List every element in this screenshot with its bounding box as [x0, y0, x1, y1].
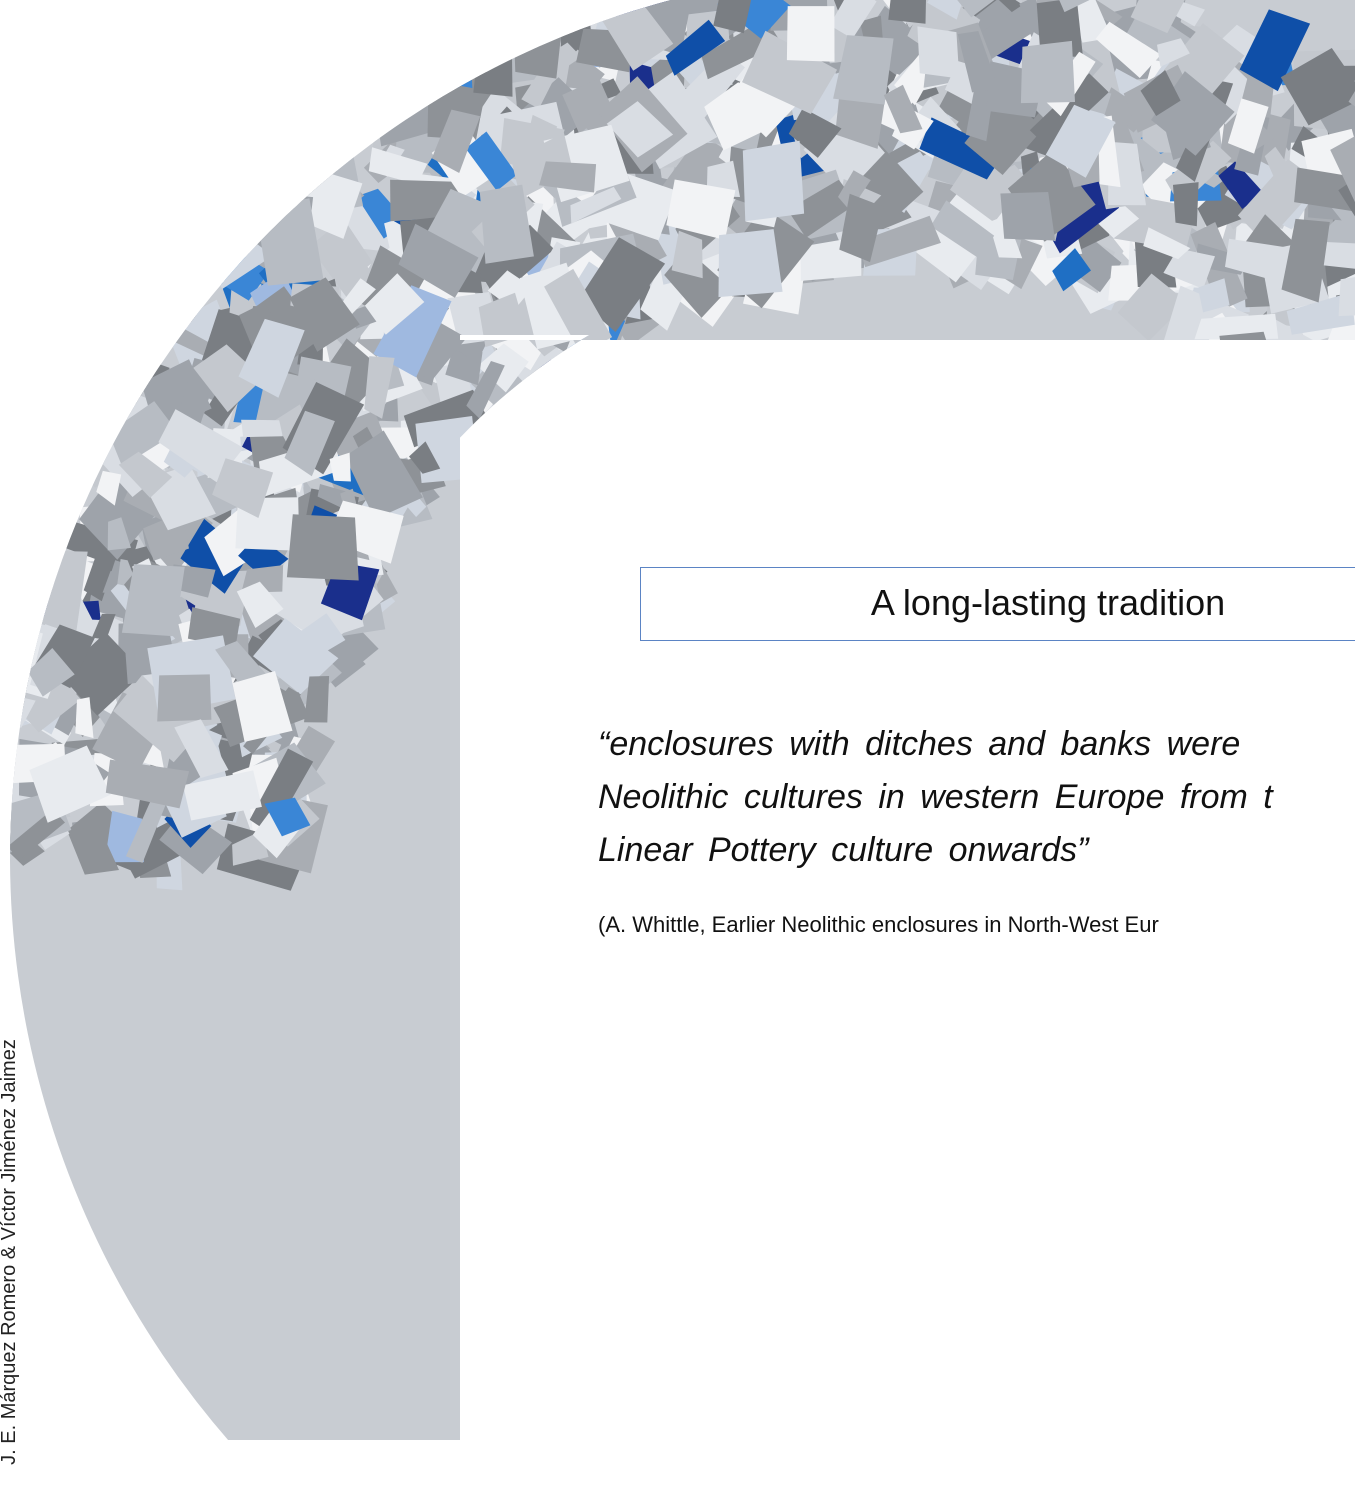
mosaic-tile: [1173, 182, 1199, 226]
mosaic-tile: [1334, 346, 1355, 433]
mosaic-tile: [1021, 41, 1075, 103]
mosaic-tile: [157, 674, 211, 721]
mosaic-tile: [1296, 389, 1335, 441]
title: A long-lasting tradition: [640, 582, 1355, 624]
mosaic-tile: [1327, 407, 1355, 477]
mosaic-tile: [719, 229, 783, 297]
citation: (A. Whittle, Earlier Neolithic enclosure…: [598, 912, 1159, 938]
mosaic-tile: [1348, 432, 1355, 510]
mosaic-tile: [1322, 358, 1355, 403]
mosaic-tile: [1308, 364, 1355, 435]
mosaic-tile: [1288, 388, 1355, 456]
mosaic-tile: [473, 47, 512, 97]
mosaic-tile: [888, 0, 926, 24]
quote-line: Linear Pottery culture onwards”: [598, 824, 1273, 877]
mosaic-tile: [1288, 351, 1350, 423]
mosaic-tile: [787, 6, 835, 62]
credit: J. E. Márquez Romero & Víctor Jiménez Ja…: [0, 1002, 21, 1502]
mosaic-tile: [1227, 347, 1288, 404]
mosaic-tile: [287, 514, 359, 580]
quote-line: “enclosures with ditches and banks were: [598, 718, 1273, 771]
mosaic-tile: [241, 420, 283, 437]
mosaic-tile: [1351, 409, 1355, 485]
mosaic-tile: [1348, 440, 1355, 517]
mosaic-tile: [743, 141, 804, 222]
mosaic-tile: [1325, 404, 1355, 448]
mosaic-tile: [1308, 367, 1353, 412]
mosaic-tile: [917, 26, 959, 78]
mosaic-tile: [1236, 341, 1270, 381]
mosaic-tile: [1304, 360, 1355, 419]
mosaic-tile: [1228, 346, 1290, 412]
mosaic-tile: [1272, 364, 1355, 454]
mosaic-tile: [514, 35, 561, 79]
mosaic-tile: [1000, 192, 1055, 241]
mosaic-tile: [1219, 332, 1281, 396]
mosaic-tile: [1247, 348, 1297, 394]
mosaic-tile: [1293, 365, 1328, 391]
mosaic-tile: [1325, 412, 1355, 466]
quote-line: Neolithic cultures in western Europe fro…: [598, 771, 1273, 824]
mosaic-tile: [1342, 358, 1355, 427]
slide: J. E. Márquez Romero & Víctor Jiménez Ja…: [0, 0, 1355, 1440]
quote: “enclosures with ditches and banks were …: [598, 718, 1273, 877]
mosaic-tile: [1348, 449, 1355, 482]
